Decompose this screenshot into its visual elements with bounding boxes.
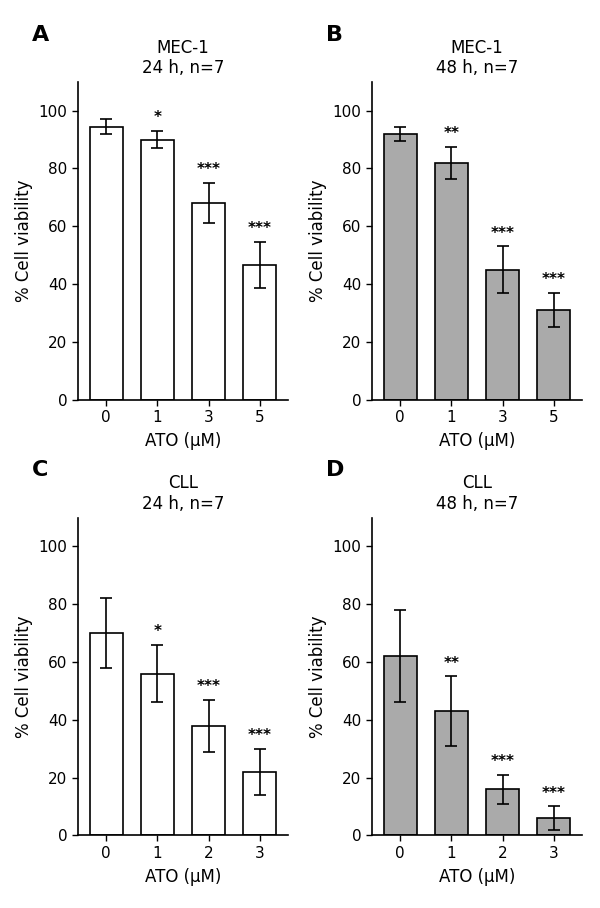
Text: A: A (32, 25, 49, 44)
Bar (486, 789, 519, 835)
Bar (141, 674, 174, 835)
Text: ***: *** (197, 162, 221, 177)
Title: MEC-1
24 h, n=7: MEC-1 24 h, n=7 (142, 38, 224, 77)
Bar (192, 725, 225, 835)
Bar (537, 818, 571, 835)
Y-axis label: % Cell viability: % Cell viability (15, 616, 33, 737)
Text: ***: *** (248, 222, 272, 236)
Text: **: ** (443, 656, 460, 671)
Text: ***: *** (542, 271, 566, 287)
X-axis label: ATO (μM): ATO (μM) (439, 432, 515, 449)
Bar (383, 133, 417, 400)
Bar (435, 711, 468, 835)
Text: B: B (326, 25, 343, 44)
X-axis label: ATO (μM): ATO (μM) (439, 868, 515, 885)
Bar (486, 270, 519, 400)
Text: C: C (32, 460, 48, 480)
Text: **: ** (443, 126, 460, 141)
Y-axis label: % Cell viability: % Cell viability (309, 616, 327, 737)
Text: ***: *** (491, 754, 515, 769)
Bar (192, 203, 225, 400)
X-axis label: ATO (μM): ATO (μM) (145, 432, 221, 449)
Title: MEC-1
48 h, n=7: MEC-1 48 h, n=7 (436, 38, 518, 77)
Bar (383, 656, 417, 835)
Y-axis label: % Cell viability: % Cell viability (15, 180, 33, 301)
Bar (89, 126, 123, 400)
Text: ***: *** (491, 225, 515, 241)
Text: ***: *** (248, 728, 272, 743)
Text: ***: *** (197, 679, 221, 694)
Bar (537, 310, 571, 400)
Bar (243, 772, 277, 835)
Text: *: * (154, 110, 161, 125)
X-axis label: ATO (μM): ATO (μM) (145, 868, 221, 885)
Bar (435, 163, 468, 400)
Text: ***: *** (542, 785, 566, 801)
Bar (89, 633, 123, 835)
Y-axis label: % Cell viability: % Cell viability (309, 180, 327, 301)
Bar (141, 140, 174, 400)
Text: D: D (326, 460, 344, 480)
Bar (243, 265, 277, 400)
Text: *: * (154, 624, 161, 639)
Title: CLL
48 h, n=7: CLL 48 h, n=7 (436, 474, 518, 513)
Title: CLL
24 h, n=7: CLL 24 h, n=7 (142, 474, 224, 513)
